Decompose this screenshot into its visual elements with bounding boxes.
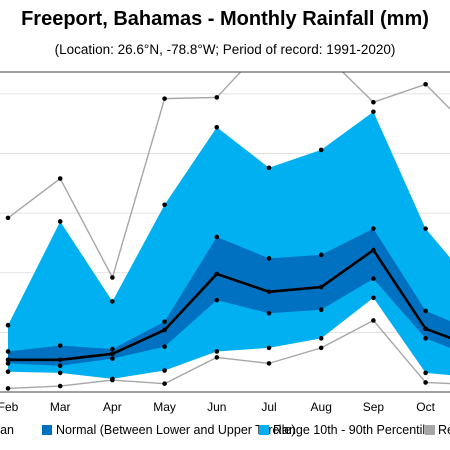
x-tick-label: Sep	[363, 400, 385, 414]
record-low-point	[318, 345, 324, 351]
median-point	[423, 326, 428, 332]
record-low-point	[5, 386, 11, 391]
normal-between-lower-and-upper-tercile-lower-point	[371, 276, 376, 282]
median-point	[318, 284, 324, 290]
legend-swatch	[259, 425, 269, 435]
record-high-point	[214, 95, 220, 100]
x-tick-label: Apr	[103, 400, 122, 414]
record-high-point	[57, 176, 63, 181]
normal-between-lower-and-upper-tercile-upper-point	[110, 346, 115, 352]
range-10th-90th-percentile-upper-point	[266, 165, 272, 171]
range-10th-90th-percentile-lower-point	[266, 345, 272, 351]
record-low-point	[423, 380, 428, 385]
range-10th-90th-percentile-upper-point	[371, 109, 376, 115]
range-10th-90th-percentile-upper-point	[5, 322, 11, 328]
record-high-line	[7, 72, 450, 279]
normal-between-lower-and-upper-tercile-upper-point	[5, 349, 11, 354]
normal-between-lower-and-upper-tercile-lower-point	[5, 361, 11, 366]
tercile-band	[8, 228, 450, 366]
legend-swatch	[42, 425, 52, 435]
normal-between-lower-and-upper-tercile-upper-point	[318, 252, 324, 258]
record-low-point	[162, 381, 167, 386]
legend-label: Range 10th - 90th Percentile	[273, 423, 432, 437]
normal-between-lower-and-upper-tercile-lower-point	[423, 336, 428, 341]
median-point	[214, 271, 220, 277]
record-low-point	[214, 355, 220, 360]
range-10th-90th-percentile-lower-point	[214, 349, 220, 354]
range-10th-90th-percentile-lower-point	[5, 369, 11, 375]
chart-title: Freeport, Bahamas - Monthly Rainfall (mm…	[21, 8, 429, 30]
x-tick-label: Jul	[261, 400, 276, 414]
legend-label: Median	[0, 423, 14, 437]
normal-between-lower-and-upper-tercile-lower-point	[162, 344, 167, 349]
range-10th-90th-percentile-lower-point	[318, 336, 324, 341]
normal-between-lower-and-upper-tercile-lower-point	[266, 310, 272, 316]
x-tick-label: Feb	[0, 400, 19, 414]
legend: Median Normal (Between Lower and Upper Te…	[0, 423, 450, 437]
median-point	[57, 357, 63, 363]
normal-between-lower-and-upper-tercile-lower-point	[57, 363, 63, 369]
range-10th-90th-percentile-upper-point	[214, 124, 220, 130]
range-10th-90th-percentile-lower-point	[371, 295, 376, 301]
series-markers	[5, 39, 428, 391]
x-axis-ticks: Feb Mar Apr May Jun Jul Aug Sep Oct	[0, 400, 436, 414]
range-10th-90th-percentile-upper-point	[318, 147, 324, 153]
median-point	[371, 247, 376, 253]
record-high-point	[267, 39, 272, 44]
normal-between-lower-and-upper-tercile-upper-point	[266, 256, 272, 261]
normal-between-lower-and-upper-tercile-lower-point	[318, 307, 324, 313]
normal-between-lower-and-upper-tercile-upper-point	[214, 234, 220, 240]
normal-between-lower-and-upper-tercile-lower-point	[214, 297, 220, 303]
record-low-point	[110, 377, 115, 383]
record-high-point	[5, 215, 11, 221]
record-high-point	[371, 99, 376, 105]
record-low-point	[57, 383, 63, 389]
median-point	[110, 351, 115, 357]
range-10th-90th-percentile-upper-point	[162, 202, 167, 208]
chart-subtitle: (Location: 26.6°N, -78.8°W; Period of re…	[54, 42, 396, 57]
x-tick-label: Oct	[416, 400, 435, 414]
record-low-point	[371, 318, 376, 323]
range-10th-90th-percentile-lower-point	[423, 370, 428, 376]
normal-between-lower-and-upper-tercile-upper-point	[57, 343, 63, 348]
plot-frame	[0, 71, 450, 393]
range-10th-90th-percentile-upper-point	[110, 299, 115, 304]
median-point	[266, 289, 272, 295]
range-10th-90th-percentile-upper-point	[423, 226, 428, 231]
series-lines	[7, 72, 450, 390]
x-tick-label: Aug	[311, 400, 332, 414]
normal-between-lower-and-upper-tercile-upper-point	[371, 226, 376, 231]
record-high-point	[423, 82, 428, 87]
median-line	[8, 248, 450, 362]
normal-between-lower-and-upper-tercile-upper-point	[162, 319, 167, 324]
record-low-line	[7, 319, 450, 390]
normal-between-lower-and-upper-tercile-lower-point	[110, 356, 115, 361]
median-point	[5, 357, 11, 363]
range-10th-90th-percentile-lower-point	[162, 368, 167, 373]
x-tick-label: May	[153, 400, 176, 414]
median-point	[162, 327, 167, 333]
range-10th-90th-percentile-lower-point	[57, 370, 63, 376]
record-low-point	[266, 361, 272, 366]
percentile-bands	[8, 111, 450, 379]
range-10th-90th-percentile-upper-point	[57, 219, 63, 224]
legend-label: Record Low / Record High	[438, 423, 450, 437]
record-high-point	[319, 49, 324, 54]
normal-between-lower-and-upper-tercile-upper-point	[423, 308, 428, 314]
legend-swatch	[425, 425, 435, 435]
legend-label: Normal (Between Lower and Upper Tercile)	[56, 423, 295, 437]
x-tick-label: Jun	[207, 400, 226, 414]
x-tick-label: Mar	[50, 400, 71, 414]
record-high-point	[110, 275, 115, 280]
record-high-point	[162, 96, 167, 101]
